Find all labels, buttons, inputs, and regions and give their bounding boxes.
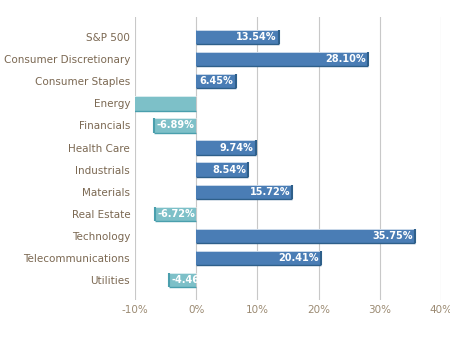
Text: 15.72%: 15.72% (249, 187, 290, 197)
Text: -6.72%: -6.72% (158, 209, 195, 219)
Text: 13.54%: 13.54% (236, 32, 277, 42)
Bar (196, 251, 321, 265)
Text: 20.41%: 20.41% (278, 253, 319, 263)
Bar (196, 140, 256, 155)
Text: 8.54%: 8.54% (212, 165, 246, 175)
Bar (155, 207, 196, 221)
Bar (196, 30, 279, 44)
Text: -32.10%: -32.10% (2, 98, 47, 108)
Text: -6.89%: -6.89% (157, 120, 194, 131)
Text: 35.75%: 35.75% (372, 231, 413, 241)
Bar (169, 273, 196, 287)
Bar (0, 96, 196, 110)
Bar (154, 118, 196, 133)
Text: 6.45%: 6.45% (199, 76, 233, 86)
Bar (196, 229, 415, 243)
Bar (196, 162, 248, 177)
Text: 9.74%: 9.74% (220, 143, 253, 152)
Bar (196, 74, 236, 88)
Text: -4.46%: -4.46% (171, 275, 209, 285)
Bar (196, 52, 368, 66)
Bar (196, 184, 292, 199)
Text: 28.10%: 28.10% (325, 54, 366, 64)
